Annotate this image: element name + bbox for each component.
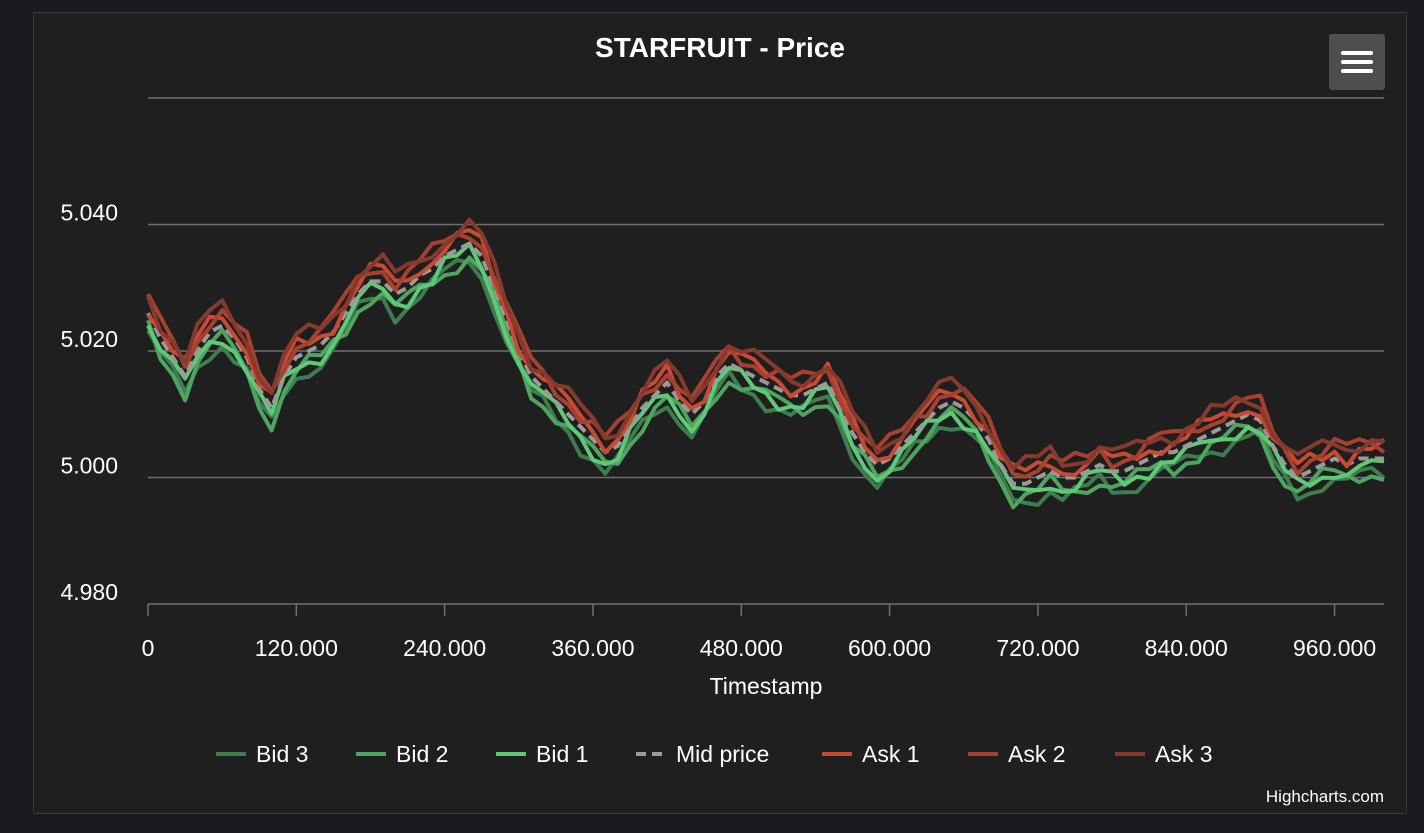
x-tick-label: 960.000 [1293, 635, 1376, 661]
y-tick-label: 4.980 [60, 579, 118, 605]
legend: Bid 3 Bid 2 Bid 1 Mid price Ask 1 Ask 2 Ask 3 [216, 741, 1213, 767]
legend-item-ask-1[interactable]: Ask 1 [822, 741, 920, 767]
hamburger-menu-icon-bar [1341, 69, 1373, 73]
series-line-bid-1 [146, 241, 1385, 494]
x-tick-label: 0 [142, 635, 155, 661]
series-line-ask-2 [146, 232, 1386, 479]
plot-area [146, 217, 1386, 510]
hamburger-menu-icon [1341, 51, 1373, 55]
legend-label: Bid 1 [536, 741, 588, 767]
hamburger-menu-icon-bar [1341, 60, 1373, 64]
legend-label: Bid 2 [396, 741, 448, 767]
x-tick-label: 120.000 [255, 635, 338, 661]
legend-item-bid-2[interactable]: Bid 2 [356, 741, 448, 767]
x-tick-label: 480.000 [700, 635, 783, 661]
legend-label: Bid 3 [256, 741, 308, 767]
legend-item-bid-3[interactable]: Bid 3 [216, 741, 308, 767]
legend-item-bid-1[interactable]: Bid 1 [496, 741, 588, 767]
x-tick-label: 720.000 [996, 635, 1079, 661]
legend-item-ask-3[interactable]: Ask 3 [1115, 741, 1213, 767]
x-tick-label: 360.000 [551, 635, 634, 661]
series-line-ask-3 [146, 217, 1385, 471]
y-tick-label: 5.000 [60, 453, 118, 479]
legend-label: Ask 2 [1008, 741, 1066, 767]
legend-item-ask-2[interactable]: Ask 2 [968, 741, 1066, 767]
credits-link[interactable]: Highcharts.com [1265, 787, 1384, 806]
y-tick-label: 5.040 [60, 200, 118, 226]
x-axis: 0 120.000 240.000 360.000 480.000 600.000 720.… [142, 603, 1384, 661]
x-tick-label: 240.000 [403, 635, 486, 661]
x-tick-label: 840.000 [1145, 635, 1228, 661]
legend-label: Ask 1 [862, 741, 920, 767]
hamburger-menu-button[interactable] [1329, 34, 1385, 90]
legend-item-mid-price[interactable]: Mid price [636, 741, 769, 767]
series-line-mid-price [146, 241, 1384, 486]
x-axis-title: Timestamp [710, 673, 823, 699]
series-line-bid-2 [146, 255, 1385, 510]
grid-lines [148, 97, 1384, 479]
y-axis: 4.980 5.000 5.020 5.040 [60, 200, 118, 606]
legend-label: Mid price [676, 741, 769, 767]
x-tick-label: 600.000 [848, 635, 931, 661]
chart-title: STARFRUIT - Price [595, 32, 845, 63]
legend-label: Ask 3 [1155, 741, 1213, 767]
y-tick-label: 5.020 [60, 326, 118, 352]
